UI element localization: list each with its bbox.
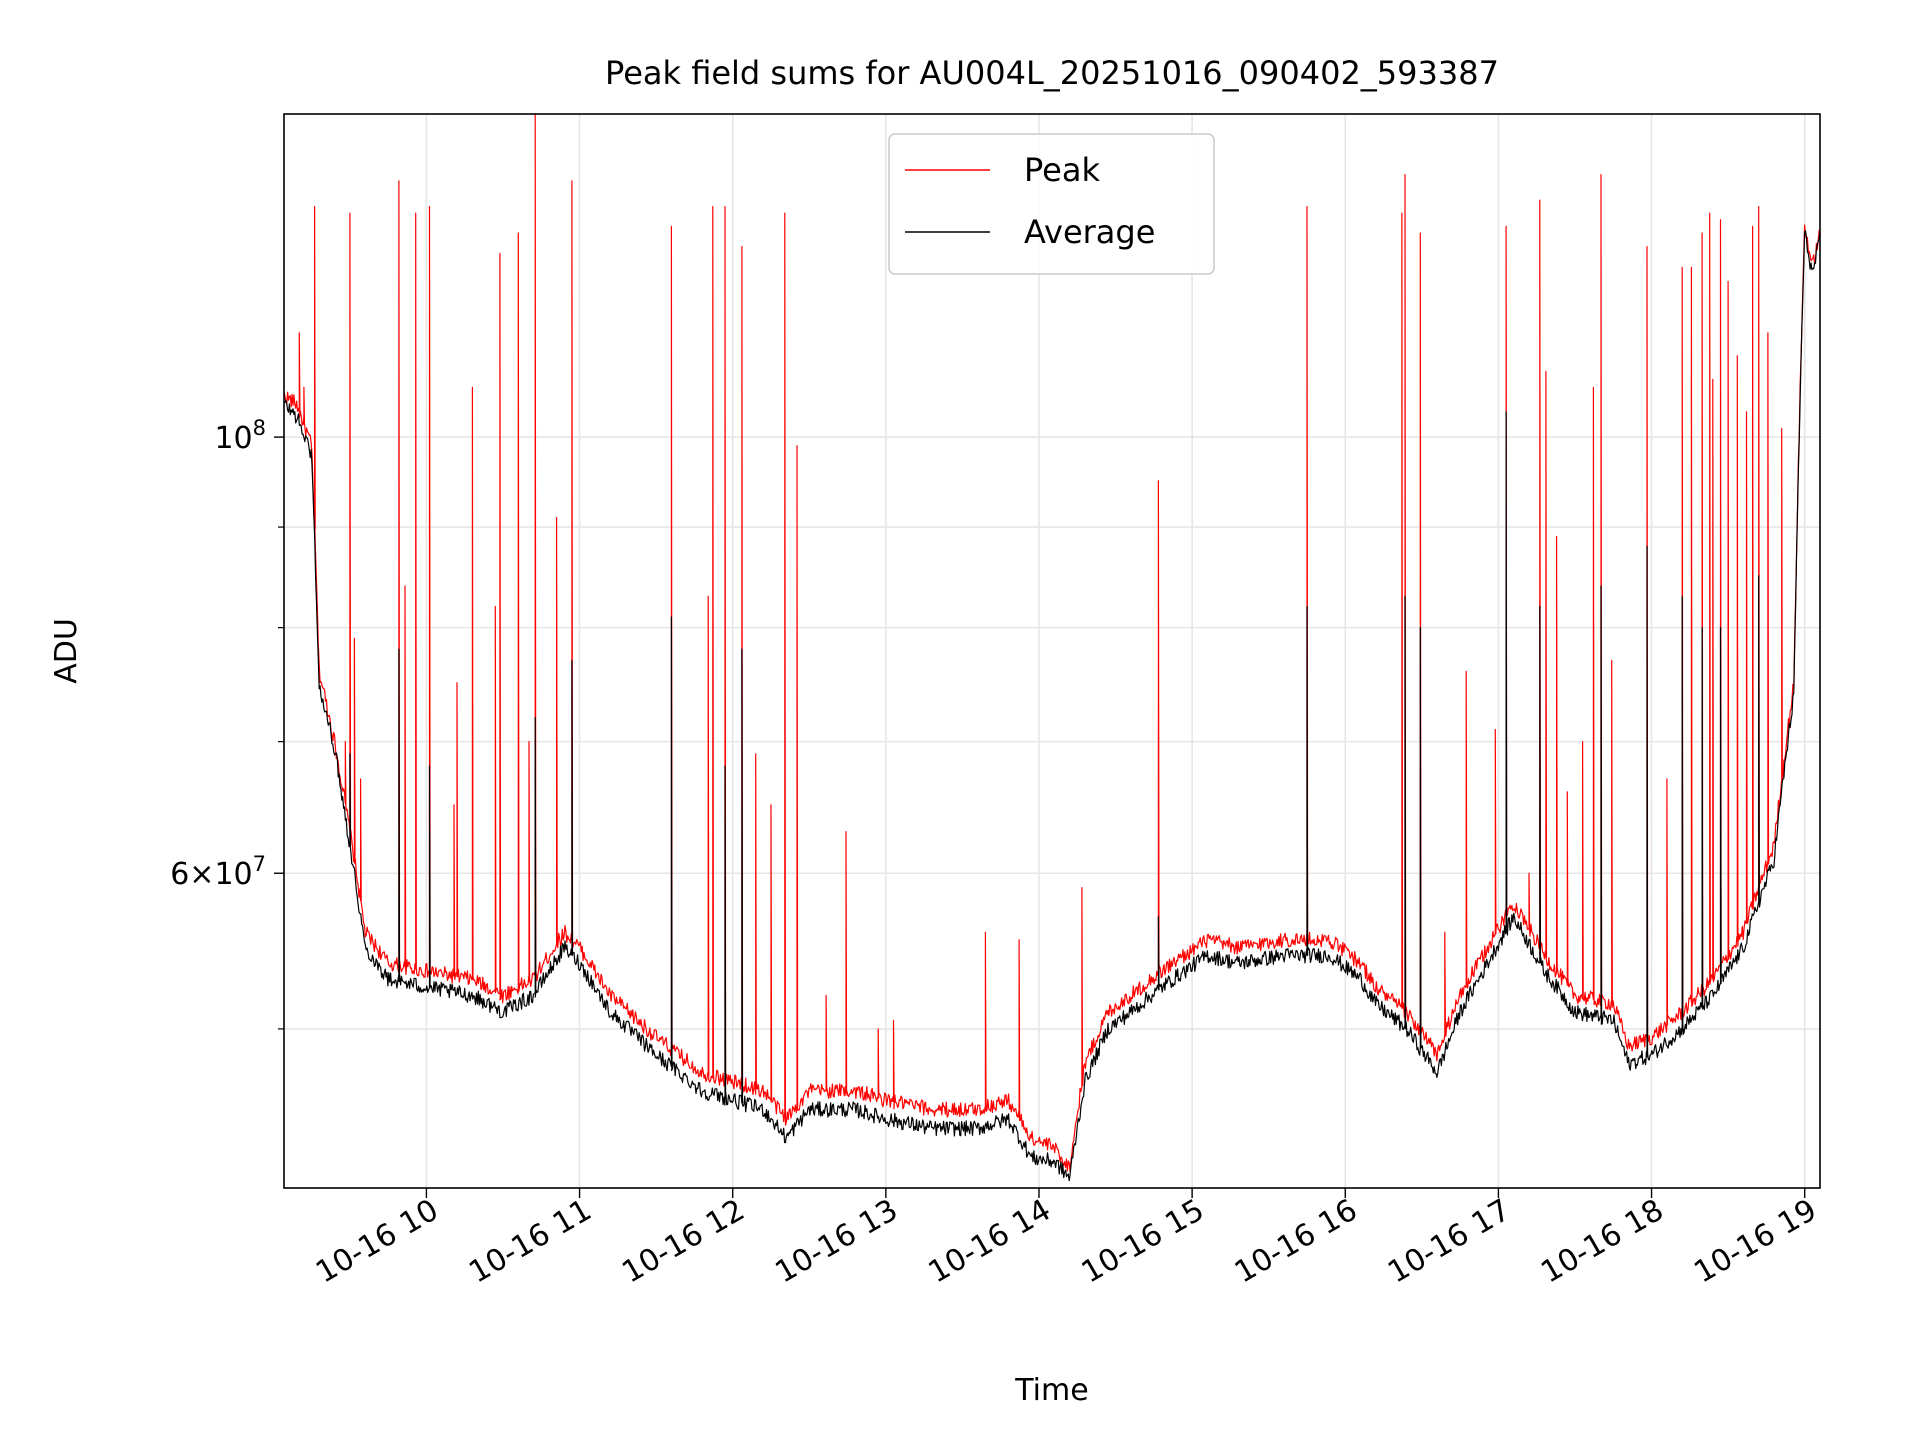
plot-frame	[283, 113, 1821, 1189]
y-tick-base: 6×	[170, 857, 214, 892]
y-tick-base: 10	[214, 857, 252, 892]
chart-title: Peak field sums for AU004L_20251016_0904…	[605, 54, 1499, 92]
series-line-average	[283, 230, 1821, 1182]
y-tick-base: 10	[214, 421, 252, 456]
y-tick-exponent: 8	[253, 416, 266, 440]
y-axis-label: ADU	[49, 618, 84, 684]
legend-box	[888, 133, 1215, 275]
x-axis-label: Time	[1014, 1373, 1088, 1408]
y-tick-label: 108	[214, 416, 266, 456]
legend: Peak Average	[888, 133, 1215, 275]
series-layer	[283, 113, 1821, 1182]
legend-label-average: Average	[1024, 213, 1155, 251]
y-tick-label: 6×107	[170, 852, 266, 892]
grid-layer	[284, 114, 1820, 1188]
legend-label-peak: Peak	[1024, 151, 1100, 189]
y-tick-exponent: 7	[253, 852, 266, 876]
series-line-peak	[283, 113, 1821, 1173]
